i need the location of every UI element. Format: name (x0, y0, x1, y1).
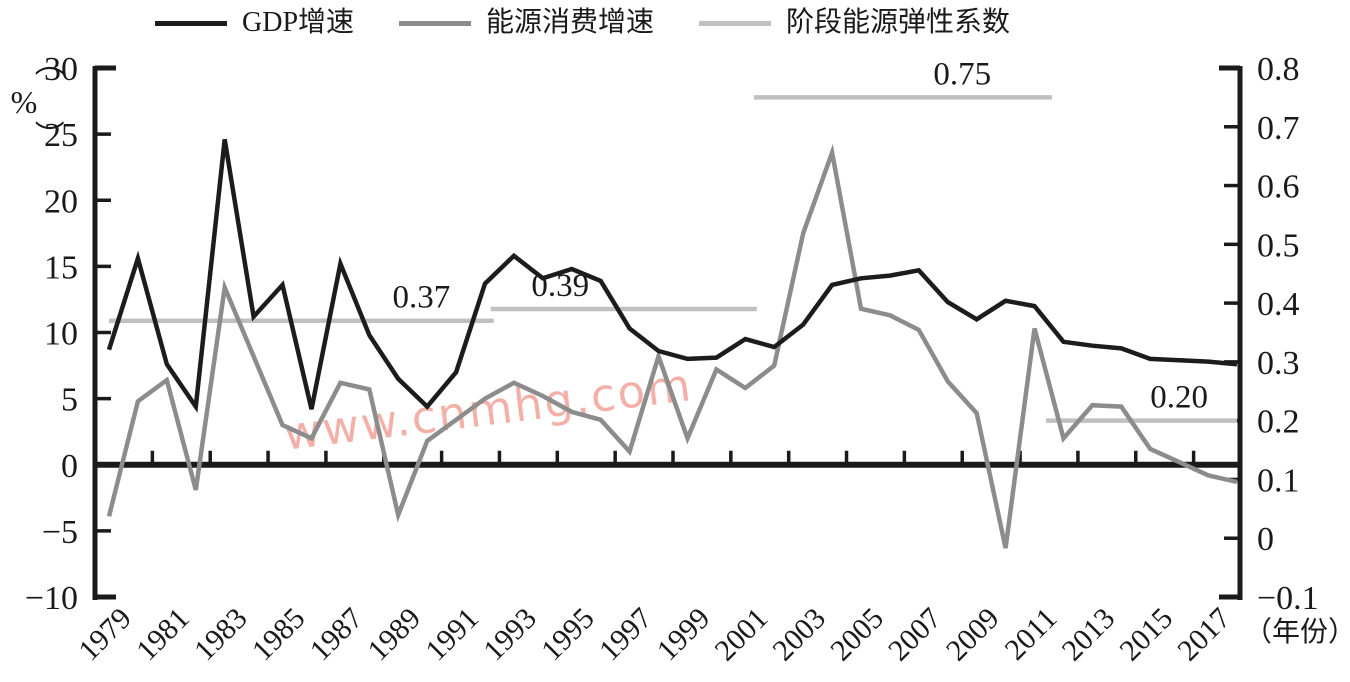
x-axis-year-label: 1991 (419, 602, 485, 668)
legend-label-gdp: GDP增速 (242, 7, 355, 38)
legend-item-gdp: GDP增速 (155, 9, 354, 37)
x-axis-year-label: 2009 (940, 602, 1006, 668)
x-axis-year-label: 1999 (651, 602, 717, 668)
x-axis-year-label: 1995 (535, 602, 601, 668)
x-axis-year-label: 1985 (246, 602, 312, 668)
energy-consumption-growth-line (106, 143, 1238, 549)
left-axis-tick-label: −5 (42, 514, 78, 551)
x-axis-year-label: 2003 (766, 602, 832, 668)
legend-label-elasticity: 阶段能源弹性系数 (786, 7, 1011, 38)
x-axis-unit-label: （年份） (1244, 616, 1350, 648)
right-axis-tick-label: 0.1 (1257, 462, 1300, 499)
legend-swatch-energy-line-icon (399, 20, 472, 26)
legend-item-energy: 能源消费增速 (399, 9, 654, 37)
left-axis-tick-label: −10 (25, 580, 78, 617)
left-axis-unit-paren: （ (31, 46, 64, 76)
left-axis-tick-label: 25 (44, 117, 78, 154)
x-axis-year-label: 2013 (1056, 602, 1122, 668)
x-axis-year-label: 2011 (999, 602, 1064, 667)
right-axis-tick-label: 0.4 (1257, 286, 1300, 323)
x-axis-year-label: 2017 (1171, 602, 1237, 668)
right-axis-tick-label: 0.5 (1257, 227, 1300, 264)
legend-swatch-elasticity-line-icon (699, 20, 772, 26)
x-axis-year-label: 2015 (1113, 602, 1179, 668)
elasticity-segment-label: 0.37 (392, 280, 450, 316)
x-axis-year-label: 2001 (708, 602, 774, 668)
x-axis-year-label: 2007 (882, 602, 948, 668)
right-axis-tick-label: 0.8 (1257, 51, 1300, 88)
gdp-growth-line (106, 139, 1238, 413)
x-axis-year-label: 1989 (361, 602, 427, 668)
right-axis-tick-label: 0.2 (1257, 404, 1300, 441)
left-axis-tick-label: 30 (44, 51, 78, 88)
legend-label-energy: 能源消费增速 (486, 7, 655, 38)
right-axis-tick-label: 0 (1257, 521, 1274, 558)
x-axis-year-label: 1997 (593, 602, 659, 668)
legend-item-elasticity: 阶段能源弹性系数 (699, 9, 1010, 37)
right-axis-tick-label: 0.3 (1257, 345, 1300, 382)
x-axis-year-label: 1981 (130, 602, 196, 668)
x-axis-year-label: 1983 (188, 602, 254, 668)
left-axis-tick-label: 20 (44, 183, 78, 220)
left-axis-unit-paren: ） (31, 120, 64, 150)
elasticity-segment-label: 0.75 (933, 56, 991, 92)
x-axis-year-label: 1993 (477, 602, 543, 668)
x-axis-year-label: 1987 (304, 602, 370, 668)
left-axis-tick-label: 5 (61, 382, 78, 419)
legend-swatch-gdp-line-icon (155, 20, 227, 26)
elasticity-segment-label: 0.20 (1150, 380, 1208, 416)
right-axis-tick-label: −0.1 (1257, 580, 1319, 617)
left-axis-tick-label: 15 (44, 249, 78, 286)
right-axis-tick-label: 0.7 (1257, 110, 1300, 147)
x-axis-year-label: 1979 (72, 602, 138, 668)
right-axis-tick-label: 0.6 (1257, 169, 1300, 206)
left-axis-tick-label: 0 (61, 448, 78, 485)
legend: GDP增速 能源消费增速 阶段能源弹性系数 (155, 2, 1010, 44)
left-axis-unit-label: % (11, 84, 38, 120)
x-axis-year-label: 2005 (824, 602, 890, 668)
left-axis-tick-label: 10 (44, 316, 78, 353)
